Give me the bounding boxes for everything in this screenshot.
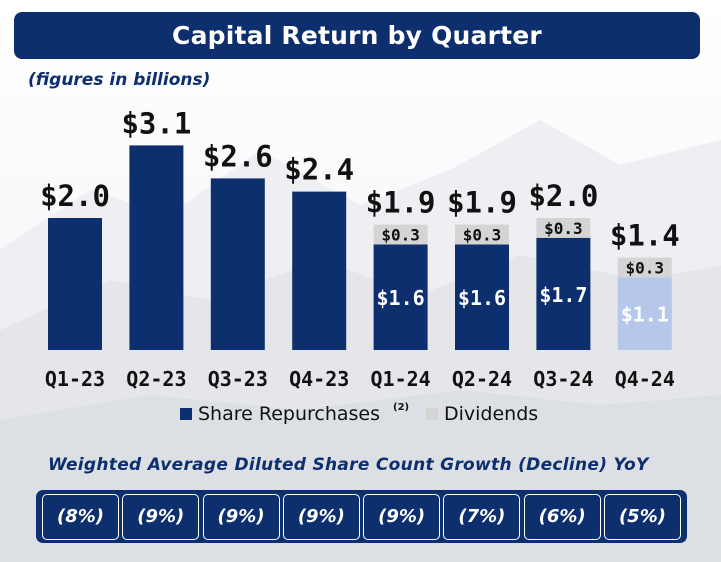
share-count-cell: (7%) <box>443 493 521 540</box>
bar-dividends <box>373 224 428 245</box>
bar-dividends <box>536 218 591 238</box>
x-tick-label: Q3-24 <box>533 367 593 391</box>
bar-share-repurchases <box>617 277 672 350</box>
legend-footnote: (2) <box>393 402 409 413</box>
share-count-header: Weighted Average Diluted Share Count Gro… <box>48 455 649 475</box>
share-count-cell: (5%) <box>603 493 681 540</box>
bar-share-repurchases <box>129 145 184 350</box>
bar-dividends <box>617 257 672 278</box>
total-label: $1.4 <box>610 219 680 253</box>
total-label: $2.4 <box>284 153 354 187</box>
labels-layer: $2.0 Q1-23 $3.1 Q2-23 $2.6 Q3-23 $2.4 Q4-23 $1.9… <box>40 106 680 391</box>
share-count-cell: (8%) <box>42 493 119 540</box>
total-label: $2.0 <box>40 179 110 213</box>
repurchase-value-label: $1.1 <box>621 303 669 327</box>
total-label: $1.9 <box>447 186 517 220</box>
bar-share-repurchases <box>210 178 265 350</box>
total-label: $1.9 <box>366 186 436 220</box>
x-tick-label: Q2-23 <box>126 367 186 391</box>
bar-share-repurchases <box>536 237 591 350</box>
total-label: $3.1 <box>121 106 191 140</box>
bar-share-repurchases <box>292 191 347 350</box>
legend-label-dividends: Dividends <box>444 403 538 425</box>
legend-swatch-share-repurchases <box>180 408 192 420</box>
repurchase-value-label: $1.7 <box>539 283 587 307</box>
dividend-value-label: $0.3 <box>463 226 502 245</box>
total-label: $2.6 <box>203 139 273 173</box>
share-count-cell: (9%) <box>363 493 441 540</box>
legend-swatch-dividends <box>426 408 438 420</box>
share-count-cell: (6%) <box>523 493 601 540</box>
capital-return-chart: $2.0 Q1-23 $3.1 Q2-23 $2.6 Q3-23 $2.4 Q4-23 $1.9… <box>40 106 680 425</box>
bar-dividends <box>455 224 509 245</box>
share-count-cell: (9%) <box>202 493 280 540</box>
bar-share-repurchases <box>48 218 102 350</box>
repurchase-value-label: $1.6 <box>458 286 506 310</box>
dividend-value-label: $0.3 <box>381 226 420 245</box>
dividend-value-label: $0.3 <box>544 219 583 238</box>
x-tick-label: Q4-24 <box>615 367 675 391</box>
x-tick-label: Q2-24 <box>452 367 512 391</box>
legend-label-share-repurchases: Share Repurchases <box>198 403 380 425</box>
chart-title: Capital Return by Quarter <box>172 21 542 50</box>
bar-share-repurchases <box>373 244 428 350</box>
x-tick-label: Q3-23 <box>208 367 268 391</box>
share-count-band: (8%) (9%) (9%) (9%) (9%) (7%) (6%) (5%) <box>36 490 687 543</box>
legend: Share Repurchases (2) Dividends <box>180 402 538 425</box>
dividend-value-label: $0.3 <box>626 259 665 278</box>
chart-subtitle: (figures in billions) <box>28 70 211 90</box>
x-tick-label: Q1-23 <box>45 367 105 391</box>
total-label: $2.0 <box>528 179 598 213</box>
share-count-cell: (9%) <box>282 493 360 540</box>
repurchase-value-label: $1.6 <box>377 286 425 310</box>
bar-share-repurchases <box>455 244 509 350</box>
bars-layer <box>48 145 672 350</box>
title-banner: Capital Return by Quarter <box>14 12 700 59</box>
x-tick-label: Q4-23 <box>289 367 349 391</box>
x-tick-label: Q1-24 <box>370 367 430 391</box>
share-count-cell: (9%) <box>122 493 200 540</box>
